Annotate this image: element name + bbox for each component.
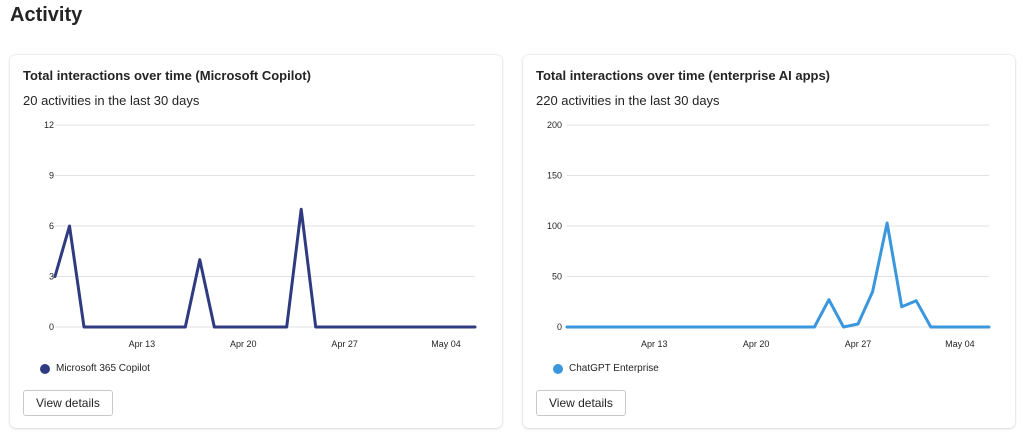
x-tick-label: May 04 (945, 339, 975, 349)
y-tick-label: 0 (557, 322, 562, 332)
x-tick-label: May 04 (431, 339, 461, 349)
x-tick-label: Apr 27 (845, 339, 872, 349)
card-subtitle: 20 activities in the last 30 days (23, 93, 200, 108)
x-tick-label: Apr 13 (129, 339, 156, 349)
y-tick-label: 150 (547, 171, 562, 181)
copilot-activity-card: Total interactions over time (Microsoft … (10, 55, 502, 428)
card-title: Total interactions over time (enterprise… (536, 68, 831, 83)
y-tick-label: 6 (49, 221, 54, 231)
y-tick-label: 200 (547, 120, 562, 130)
chart-legend[interactable]: ChatGPT Enterprise (553, 363, 659, 374)
enterprise-ai-line-chart: 0 50 100 150 200 Apr 13 Apr 20 Apr 27 May 04 (547, 120, 991, 349)
legend-marker (40, 363, 50, 374)
view-details-button[interactable]: View details (536, 390, 626, 416)
x-tick-label: Apr 20 (230, 339, 257, 349)
series-line (53, 207, 477, 329)
x-tick-label: Apr 27 (331, 339, 358, 349)
y-tick-label: 12 (44, 120, 54, 130)
enterprise-ai-activity-card: Total interactions over time (enterprise… (523, 55, 1015, 428)
x-tick-label: Apr 20 (743, 339, 770, 349)
y-tick-label: 0 (49, 322, 54, 332)
card-subtitle: 220 activities in the last 30 days (536, 93, 720, 108)
y-tick-label: 3 (49, 272, 54, 282)
card-title: Total interactions over time (Microsoft … (23, 68, 311, 83)
chart-legend[interactable]: Microsoft 365 Copilot (40, 363, 150, 374)
x-tick-label: Apr 13 (641, 339, 668, 349)
page-title: Activity (10, 4, 83, 26)
y-tick-label: 100 (547, 221, 562, 231)
copilot-line-chart: 0 3 6 9 12 Apr 13 Apr 20 Apr 27 May 04 (44, 120, 477, 349)
series-line (565, 221, 991, 329)
y-tick-label: 9 (49, 171, 54, 181)
legend-label: ChatGPT Enterprise (569, 363, 659, 374)
legend-marker (553, 363, 563, 374)
view-details-button[interactable]: View details (23, 390, 113, 416)
y-tick-label: 50 (552, 272, 562, 282)
legend-label: Microsoft 365 Copilot (56, 363, 150, 374)
